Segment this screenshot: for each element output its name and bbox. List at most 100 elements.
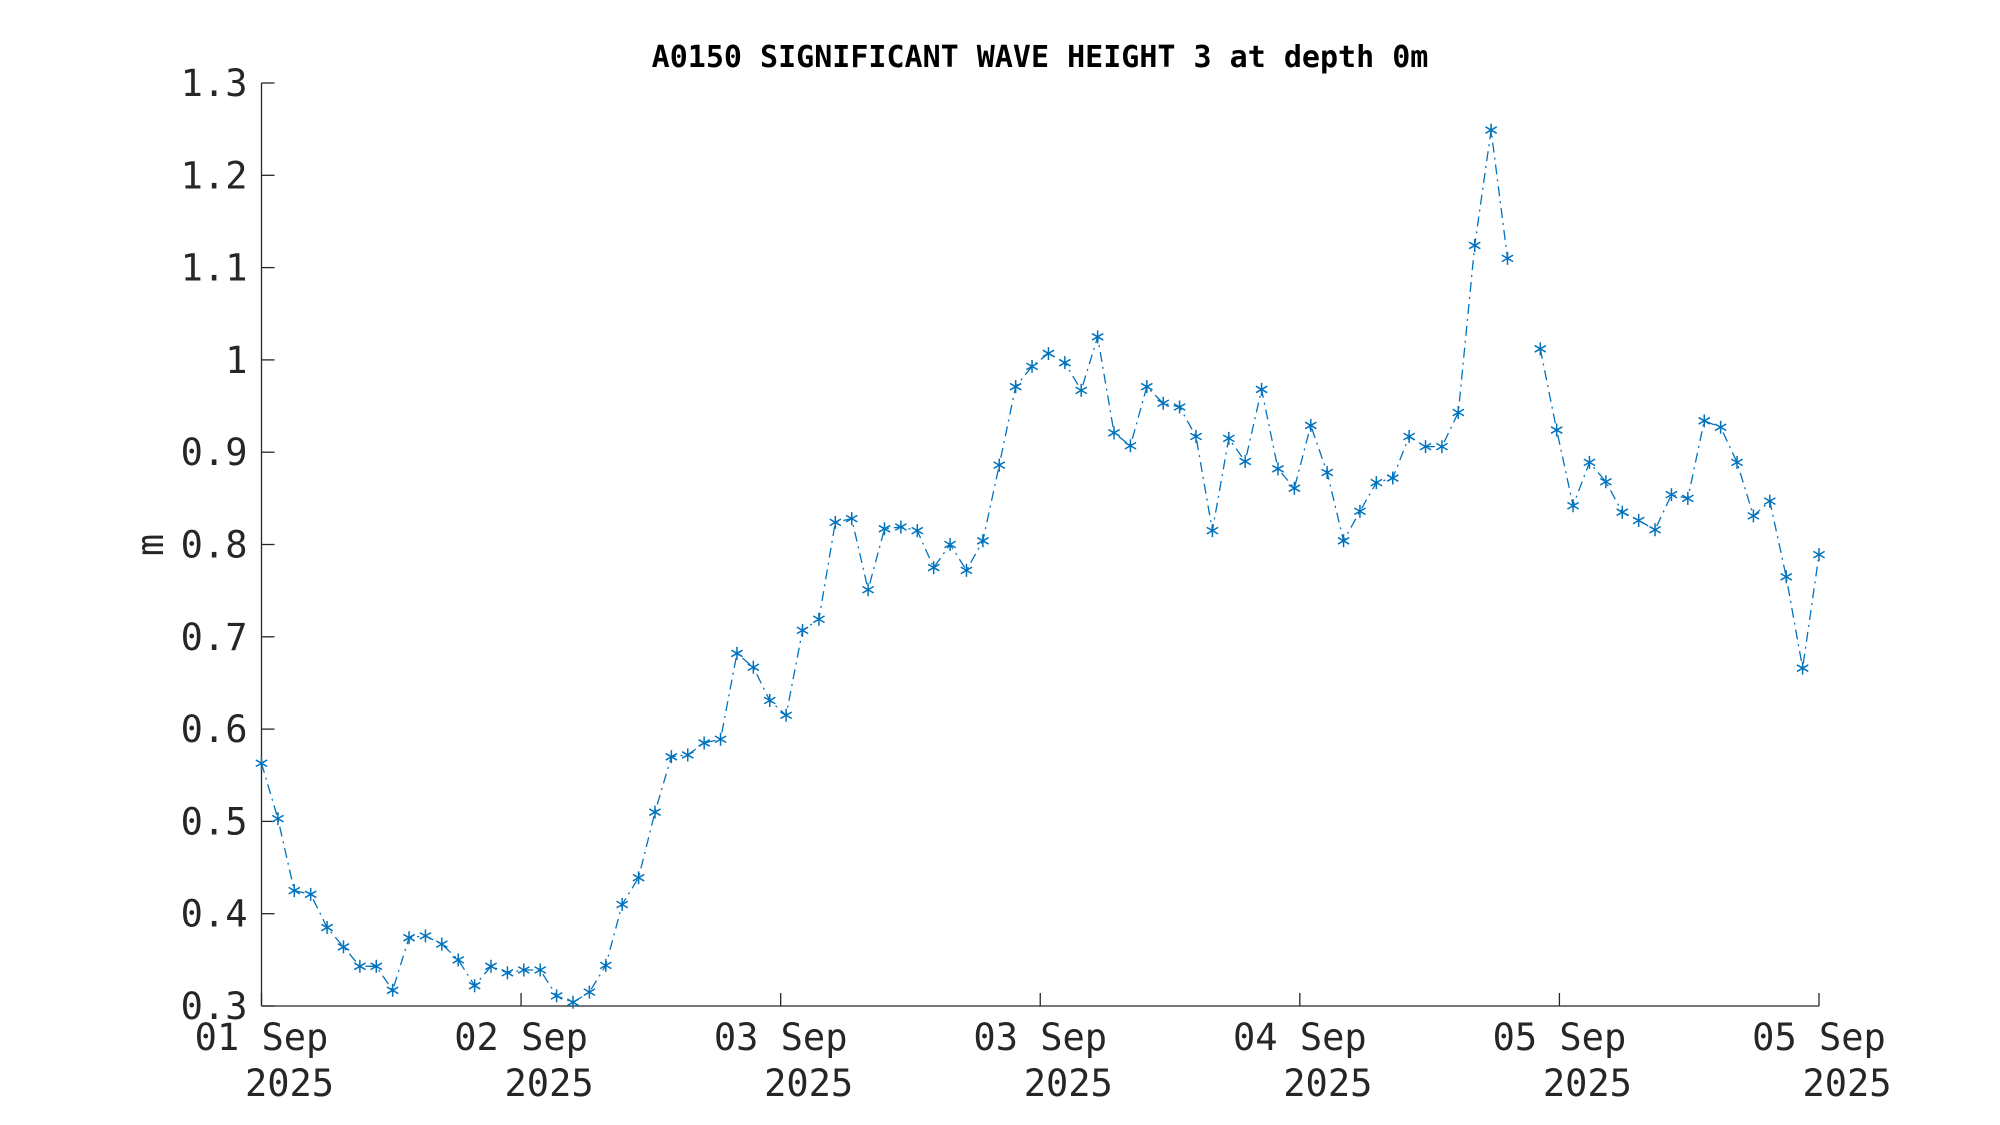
data-point — [1042, 346, 1055, 360]
data-point — [763, 693, 776, 707]
y-tick-label: 0.8 — [181, 524, 248, 567]
x-tick-label: 2025 — [505, 1062, 594, 1105]
data-point — [1173, 400, 1186, 414]
data-point — [1812, 548, 1826, 562]
data-point — [829, 515, 842, 529]
data-point — [1665, 488, 1678, 502]
chart-title: A0150 SIGNIFICANT WAVE HEIGHT 3 at depth… — [652, 40, 1429, 75]
data-point — [1091, 330, 1104, 344]
data-point — [1206, 524, 1219, 538]
data-point — [1140, 380, 1153, 394]
data-point — [468, 979, 481, 993]
data-point — [1747, 509, 1760, 523]
data-point — [1419, 440, 1432, 454]
data-point — [616, 897, 629, 911]
y-tick-label: 0.6 — [181, 708, 248, 751]
data-point — [419, 929, 432, 943]
data-point — [1731, 455, 1744, 469]
x-tick-label: 02 Sep — [454, 1016, 588, 1059]
data-point — [1124, 439, 1137, 453]
data-line — [260, 129, 1820, 1004]
data-point — [698, 736, 711, 750]
data-point — [1009, 380, 1022, 394]
data-point — [944, 538, 957, 551]
data-point — [337, 940, 350, 954]
data-point — [370, 959, 383, 973]
data-point — [534, 963, 547, 977]
x-tick-label: 2025 — [245, 1062, 334, 1105]
data-point — [1321, 466, 1334, 480]
data-point — [1501, 251, 1514, 265]
data-point — [1763, 494, 1776, 508]
y-tick-label: 1.1 — [181, 247, 248, 290]
y-tick-label: 0.7 — [181, 616, 248, 659]
y-tick-label: 0.3 — [181, 985, 248, 1028]
data-point — [386, 983, 399, 997]
data-point — [1796, 661, 1809, 675]
x-tick-label: 05 Sep — [1493, 1016, 1627, 1059]
data-point — [1583, 455, 1596, 469]
data-point — [1353, 504, 1366, 518]
data-point — [1157, 396, 1170, 410]
x-tick-label: 2025 — [1543, 1062, 1632, 1105]
data-point — [1255, 382, 1268, 396]
data-point — [862, 583, 875, 597]
x-tick-label: 04 Sep — [1233, 1016, 1367, 1059]
y-tick-label: 0.5 — [181, 800, 248, 843]
x-tick-label: 2025 — [1283, 1062, 1372, 1105]
data-point — [1075, 383, 1088, 397]
data-point — [1403, 430, 1416, 444]
data-point — [321, 921, 334, 935]
y-tick-label: 0.4 — [181, 893, 248, 936]
data-point — [1599, 475, 1612, 489]
y-tick-label: 0.9 — [181, 431, 248, 474]
x-tick-label: 03 Sep — [973, 1016, 1107, 1059]
data-point — [927, 561, 940, 575]
data-point — [780, 708, 793, 722]
data-point — [648, 805, 661, 819]
data-point — [681, 748, 694, 762]
y-axis-label: m — [129, 534, 172, 556]
data-point — [1435, 440, 1448, 454]
data-point — [1485, 123, 1498, 137]
data-point — [1370, 476, 1383, 490]
data-point — [993, 458, 1006, 472]
data-point — [976, 534, 989, 548]
data-point — [845, 512, 858, 526]
data-point — [550, 989, 563, 1003]
data-point — [1386, 471, 1399, 485]
data-point — [435, 937, 448, 951]
data-point — [911, 524, 924, 538]
data-point — [599, 958, 612, 972]
data-point — [1058, 356, 1071, 370]
data-point — [566, 995, 580, 1009]
data-point — [1271, 462, 1284, 476]
y-tick-label: 1 — [225, 339, 247, 382]
data-point — [960, 563, 973, 577]
y-tick-label: 1.3 — [181, 62, 248, 105]
data-point — [1780, 570, 1793, 584]
data-point — [1189, 430, 1203, 444]
x-tick-label: 01 Sep — [195, 1016, 329, 1059]
data-point — [812, 612, 825, 626]
data-point — [1567, 499, 1580, 513]
data-point — [714, 732, 727, 746]
data-point — [1698, 414, 1711, 428]
data-point — [403, 931, 416, 945]
data-point — [1337, 534, 1350, 548]
data-point — [304, 887, 317, 901]
data-point — [1649, 523, 1662, 537]
data-point — [730, 646, 743, 660]
data-point — [271, 812, 284, 826]
data-point — [255, 756, 268, 770]
data-point — [1239, 454, 1252, 468]
x-tick-label: 05 Sep — [1752, 1016, 1886, 1059]
data-point — [665, 750, 678, 764]
data-point — [1616, 505, 1629, 519]
data-point — [1550, 423, 1563, 437]
data-point — [1632, 514, 1645, 528]
data-point — [878, 522, 891, 536]
data-point — [1288, 481, 1301, 495]
data-point — [632, 871, 645, 885]
